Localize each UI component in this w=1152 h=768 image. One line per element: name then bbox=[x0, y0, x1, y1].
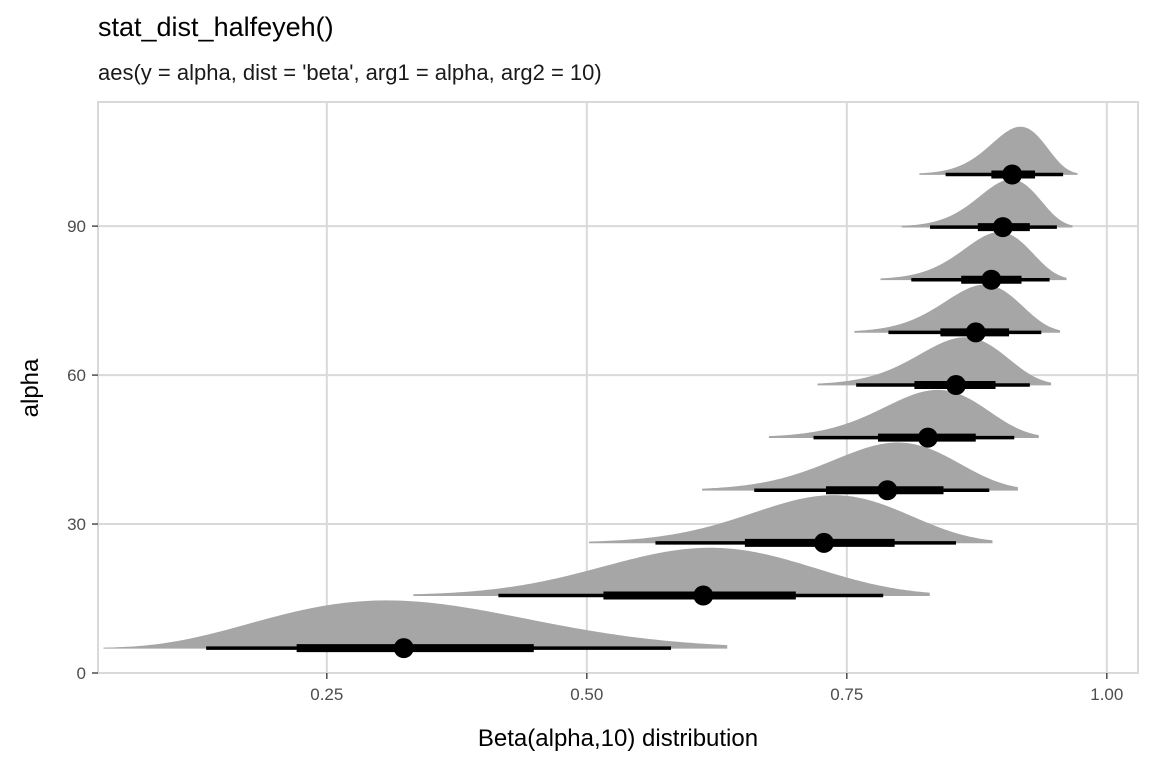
x-tick-label: 0.50 bbox=[570, 685, 603, 704]
median-point bbox=[393, 638, 414, 659]
density-slab bbox=[854, 284, 1061, 333]
x-tick-label: 0.25 bbox=[310, 685, 343, 704]
y-axis-title: alpha bbox=[17, 358, 44, 417]
y-tick-label: 90 bbox=[67, 217, 86, 236]
median-point bbox=[877, 480, 898, 501]
median-point bbox=[813, 532, 834, 553]
density-slabs bbox=[103, 126, 1078, 649]
density-slab bbox=[702, 442, 1018, 491]
median-point bbox=[917, 427, 938, 448]
x-axis-title: Beta(alpha,10) distribution bbox=[478, 725, 758, 752]
density-slab bbox=[901, 179, 1073, 228]
density-slab bbox=[768, 389, 1039, 439]
density-slab bbox=[588, 495, 993, 544]
y-tick-label: 30 bbox=[67, 515, 86, 534]
median-point bbox=[981, 269, 1002, 290]
chart-subtitle: aes(y = alpha, dist = 'beta', arg1 = alp… bbox=[98, 60, 602, 85]
chart-title: stat_dist_halfeyeh() bbox=[98, 12, 334, 42]
median-point bbox=[1002, 164, 1023, 185]
x-tick-label: 0.75 bbox=[830, 685, 863, 704]
median-point bbox=[992, 217, 1013, 238]
median-point bbox=[965, 322, 986, 343]
median-points bbox=[393, 164, 1023, 659]
axis-ticks: 0.25 0.50 0.75 1.00 0 30 60 90 bbox=[67, 217, 1123, 704]
density-slab bbox=[880, 231, 1067, 281]
y-tick-label: 0 bbox=[77, 664, 86, 683]
median-point bbox=[946, 375, 966, 396]
density-slab bbox=[817, 337, 1052, 386]
median-point bbox=[693, 585, 714, 606]
density-slab bbox=[919, 126, 1078, 175]
x-tick-label: 1.00 bbox=[1090, 685, 1123, 704]
density-slab bbox=[413, 547, 930, 596]
density-slab bbox=[103, 600, 728, 649]
y-tick-label: 60 bbox=[67, 366, 86, 385]
